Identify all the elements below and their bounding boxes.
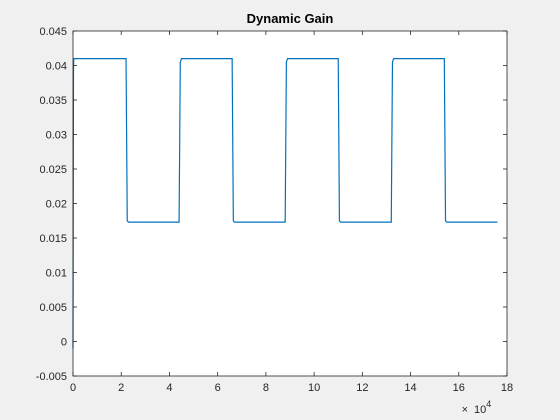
x-exponent-base: 10 <box>474 404 486 416</box>
y-tick-label: 0.025 <box>39 164 67 176</box>
y-tick-label: 0.005 <box>39 302 67 314</box>
chart-title: Dynamic Gain <box>247 11 334 26</box>
x-tick-label: 18 <box>501 382 513 394</box>
series-line-1 <box>72 58 498 349</box>
x-tick-label: 0 <box>70 382 76 394</box>
y-tick-label: -0.005 <box>36 371 67 383</box>
x-tick-label: 2 <box>118 382 124 394</box>
x-tick-label: 14 <box>404 382 416 394</box>
y-tick-label: 0 <box>61 337 67 349</box>
series-layer <box>72 58 498 349</box>
y-tick-label: 0.035 <box>39 95 67 107</box>
x-tick-label: 12 <box>356 382 368 394</box>
y-tick-label: 0.015 <box>39 233 67 245</box>
y-tick-label: 0.02 <box>46 199 67 211</box>
x-exponent: 104 <box>474 399 491 416</box>
x-exponent-power: 4 <box>486 399 491 409</box>
x-tick-label: 16 <box>453 382 465 394</box>
x-tick-label: 4 <box>166 382 172 394</box>
x-tick-label: 6 <box>215 382 221 394</box>
x-tick-label: 8 <box>263 382 269 394</box>
axis-layer: 0 2 4 6 8 10 12 14 16 18-0.00500.0050.010.0150.02… <box>36 26 513 394</box>
x-tick-label: 10 <box>308 382 320 394</box>
y-tick-label: 0.01 <box>46 268 67 280</box>
y-tick-label: 0.04 <box>46 61 67 73</box>
y-tick-label: 0.03 <box>46 130 67 142</box>
plot-area <box>73 31 507 376</box>
y-tick-label: 0.045 <box>39 26 67 38</box>
x-exponent-times: × <box>462 404 468 416</box>
